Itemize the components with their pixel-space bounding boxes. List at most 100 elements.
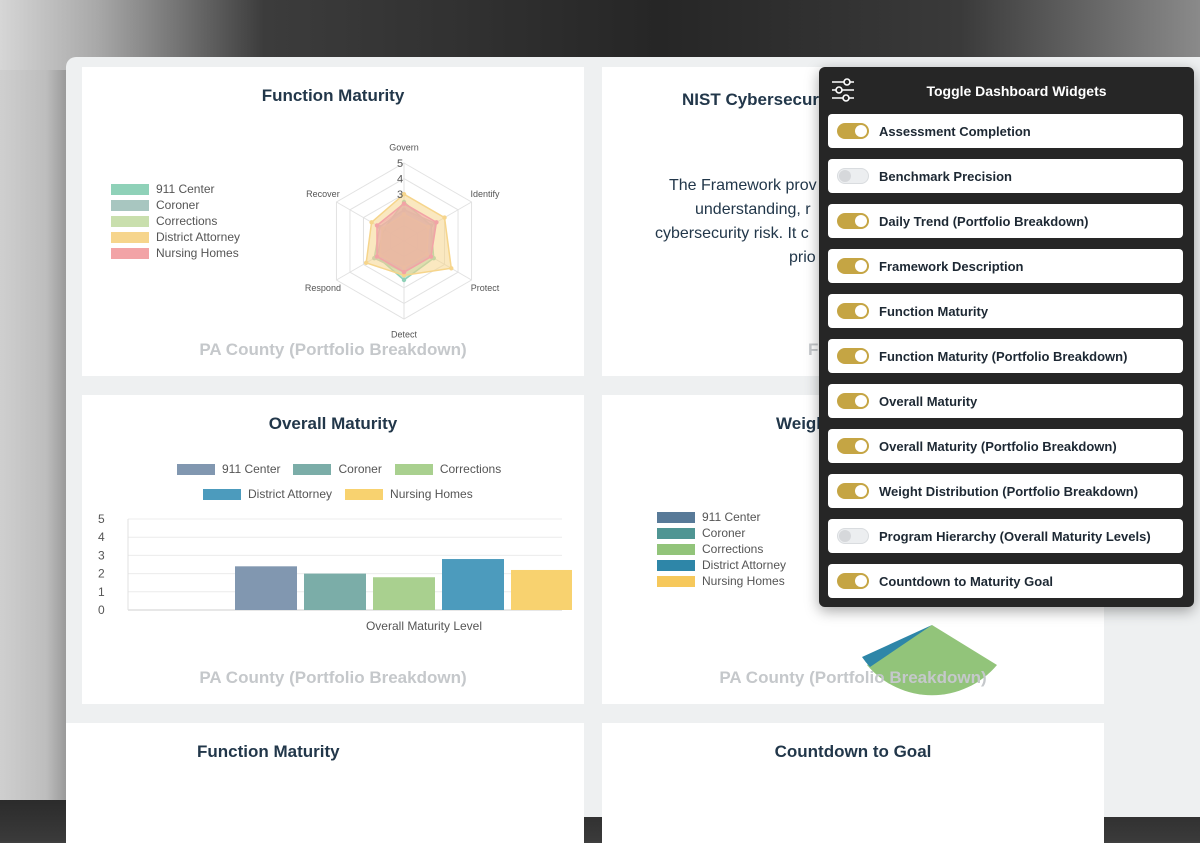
- legend-item[interactable]: Nursing Homes: [345, 487, 473, 501]
- card-footer: PA County (Portfolio Breakdown): [719, 668, 987, 687]
- toggle-label: Overall Maturity (Portfolio Breakdown): [879, 439, 1117, 454]
- legend-swatch: [394, 463, 433, 475]
- toggle-switch[interactable]: [837, 303, 869, 319]
- pie-chart-partial: [862, 625, 997, 696]
- toggle-switch[interactable]: [837, 438, 869, 454]
- legend-swatch: [657, 527, 695, 539]
- legend-item[interactable]: 911 Center: [177, 462, 280, 476]
- widget-toggle-row[interactable]: Countdown to Maturity Goal: [828, 564, 1183, 598]
- legend-label: District Attorney: [156, 230, 241, 244]
- legend-item[interactable]: District Attorney: [657, 557, 786, 573]
- card-title: Function Maturity: [197, 742, 340, 761]
- bar-corrections: [373, 577, 435, 610]
- function-maturity-card-2: Function Maturity: [66, 723, 584, 843]
- bar-chart: 0 1 2 3 4 5 Overall Maturity Level: [98, 512, 572, 633]
- legend-item[interactable]: Coroner: [111, 197, 240, 213]
- card-title: Countdown to Goal: [774, 742, 932, 761]
- radar-point: [369, 220, 374, 225]
- legend-label: District Attorney: [702, 558, 787, 572]
- toggle-switch[interactable]: [837, 393, 869, 409]
- legend-label: Nursing Homes: [702, 574, 785, 588]
- bar-x-axis-label: Overall Maturity Level: [366, 619, 482, 633]
- radar-axis-label: Identify: [471, 189, 501, 199]
- radar-axis-label: Respond: [305, 283, 341, 293]
- radar-point: [401, 273, 407, 278]
- toggle-knob: [855, 305, 867, 317]
- toggle-switch[interactable]: [837, 528, 869, 544]
- legend-item[interactable]: District Attorney: [203, 487, 332, 501]
- legend-item[interactable]: Nursing Homes: [111, 245, 240, 261]
- widget-toggle-row[interactable]: Daily Trend (Portfolio Breakdown): [828, 204, 1183, 238]
- radar-chart: 5 4 3 Govern Identify Protect Detect Respond Rec…: [305, 142, 501, 339]
- legend-item[interactable]: Corrections: [394, 462, 501, 476]
- legend-label: Corrections: [702, 542, 764, 556]
- legend-item[interactable]: Nursing Homes: [657, 573, 786, 589]
- sliders-icon[interactable]: [831, 77, 855, 103]
- legend-label: Coroner: [702, 526, 746, 540]
- legend-item[interactable]: 911 Center: [111, 181, 240, 197]
- widget-toggle-row[interactable]: Assessment Completion: [828, 114, 1183, 148]
- panel-title: Toggle Dashboard Widgets: [926, 83, 1107, 99]
- radar-point: [401, 192, 407, 197]
- toggle-label: Overall Maturity: [879, 394, 978, 409]
- radar-point: [374, 223, 380, 228]
- legend-item[interactable]: Coroner: [293, 462, 382, 476]
- legend-item[interactable]: Corrections: [657, 541, 786, 557]
- toggle-switch[interactable]: [837, 573, 869, 589]
- bar-y-tick: 1: [98, 585, 105, 599]
- widget-toggle-row[interactable]: Framework Description: [828, 249, 1183, 283]
- toggle-knob: [855, 260, 867, 272]
- widget-toggle-row[interactable]: Function Maturity (Portfolio Breakdown): [828, 339, 1183, 373]
- radar-axis-label: Recover: [306, 189, 340, 199]
- toggle-switch[interactable]: [837, 348, 869, 364]
- legend-item[interactable]: Coroner: [657, 525, 786, 541]
- bar-district-attorney: [442, 559, 504, 610]
- widget-toggle-row[interactable]: Weight Distribution (Portfolio Breakdown…: [828, 474, 1183, 508]
- widget-toggle-row[interactable]: Overall Maturity (Portfolio Breakdown): [828, 429, 1183, 463]
- toggle-label: Daily Trend (Portfolio Breakdown): [879, 214, 1089, 229]
- bar-911-center: [235, 566, 297, 610]
- legend-label: Nursing Homes: [390, 487, 473, 501]
- toggle-widgets-panel: Toggle Dashboard Widgets Assessment Comp…: [819, 67, 1194, 607]
- framework-text-line: The Framework prov: [669, 177, 817, 194]
- radar-point: [401, 201, 407, 206]
- toggle-knob: [855, 125, 867, 137]
- widget-toggle-row[interactable]: Overall Maturity: [828, 384, 1183, 418]
- toggle-label: Countdown to Maturity Goal: [879, 574, 1054, 589]
- legend-item[interactable]: District Attorney: [111, 229, 240, 245]
- toggle-switch[interactable]: [837, 123, 869, 139]
- function-maturity-card: Function Maturity 911 Center Coroner Cor…: [82, 67, 584, 376]
- legend-label: Nursing Homes: [156, 246, 239, 260]
- legend-swatch: [203, 488, 241, 500]
- overall-maturity-card: Overall Maturity 911 Center Coroner Corr…: [82, 395, 584, 704]
- toggle-label: Function Maturity: [879, 304, 989, 319]
- pie-slice-district-attorney: [862, 625, 932, 667]
- bar-coroner: [304, 573, 366, 610]
- widget-toggle-row[interactable]: Function Maturity: [828, 294, 1183, 328]
- toggle-switch[interactable]: [837, 213, 869, 229]
- radar-point: [434, 220, 439, 225]
- pie-legend: 911 Center Coroner Corrections District …: [657, 509, 786, 589]
- toggle-switch[interactable]: [837, 168, 869, 184]
- radar-axis-label: Protect: [471, 283, 500, 293]
- radar-point: [401, 270, 407, 275]
- radar-scale-tick: 5: [397, 158, 403, 170]
- card-footer: F: [808, 340, 819, 359]
- legend-item[interactable]: Corrections: [111, 213, 240, 229]
- toggle-switch[interactable]: [837, 258, 869, 274]
- toggle-knob: [855, 350, 867, 362]
- toggle-knob: [855, 395, 867, 407]
- bar-y-tick: 0: [98, 603, 105, 617]
- legend-item[interactable]: 911 Center: [657, 509, 786, 525]
- widget-toggle-row[interactable]: Benchmark Precision: [828, 159, 1183, 193]
- widget-toggle-row[interactable]: Program Hierarchy (Overall Maturity Leve…: [828, 519, 1183, 553]
- legend-swatch: [657, 575, 695, 587]
- toggle-switch[interactable]: [837, 483, 869, 499]
- countdown-card: Countdown to Goal: [602, 723, 1104, 843]
- card-footer: PA County (Portfolio Breakdown): [199, 340, 467, 359]
- radar-point: [363, 260, 369, 266]
- legend-swatch: [657, 511, 695, 523]
- legend-label: Coroner: [338, 462, 382, 476]
- toggle-knob: [855, 485, 867, 497]
- framework-text-line: understanding, r: [695, 201, 811, 218]
